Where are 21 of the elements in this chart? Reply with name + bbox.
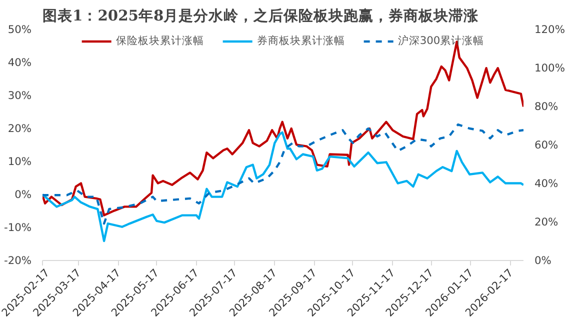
y-tick-label: 0% bbox=[14, 188, 32, 201]
legend-label: 沪深300累计涨幅 bbox=[398, 34, 484, 48]
legend-label: 保险板块累计涨幅 bbox=[116, 34, 204, 48]
y-tick-label: -20% bbox=[4, 254, 32, 267]
y-tick-label: 50% bbox=[8, 23, 32, 36]
y-tick-label: 10% bbox=[8, 155, 32, 168]
y2-tick-label: 120% bbox=[534, 23, 565, 36]
y2-tick-label: 20% bbox=[534, 216, 558, 228]
line-series bbox=[42, 123, 524, 225]
chart-title: 图表1：2025年8月是分水岭，之后保险板块跑赢，券商板块滞涨 bbox=[42, 6, 480, 24]
y2-tick-label: 40% bbox=[534, 177, 558, 190]
y2-tick-label: 0% bbox=[534, 254, 552, 267]
y-tick-label: -10% bbox=[4, 221, 32, 234]
y-tick-label: 20% bbox=[8, 122, 32, 135]
y-tick-label: 30% bbox=[8, 89, 32, 102]
y2-tick-label: 60% bbox=[534, 138, 558, 152]
y2-tick-label: 100% bbox=[534, 62, 565, 74]
y2-tick-label: 80% bbox=[534, 100, 558, 113]
line-series bbox=[42, 131, 524, 242]
legend-label: 券商板块累计涨幅 bbox=[256, 34, 345, 48]
y-tick-label: 40% bbox=[8, 56, 32, 69]
